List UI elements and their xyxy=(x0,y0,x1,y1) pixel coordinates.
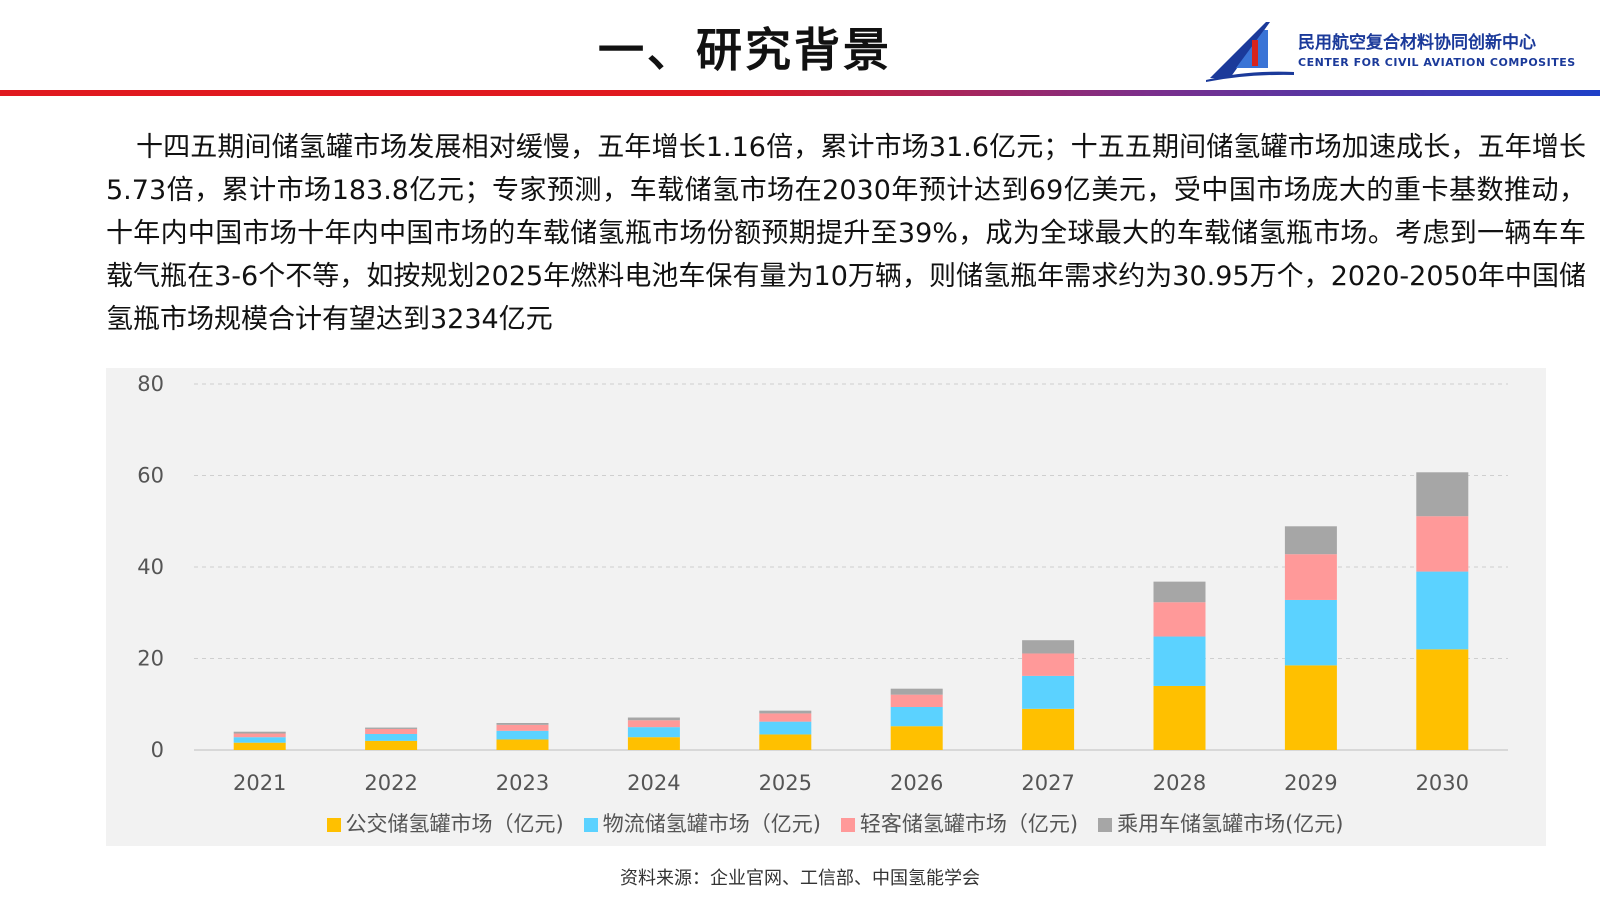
bar-segment-2022-series-1 xyxy=(365,740,418,750)
x-tick-label: 2021 xyxy=(233,771,286,795)
legend-label: 公交储氢罐市场（亿元) xyxy=(345,812,564,836)
bar-segment-2021-series-3 xyxy=(233,733,286,738)
bar-segment-2029-series-2 xyxy=(1284,599,1337,666)
bar-segment-2026-series-1 xyxy=(890,726,943,750)
bar-segment-2023-series-1 xyxy=(496,739,549,750)
bar-segment-2022-series-2 xyxy=(365,733,418,741)
bar-segment-2021-series-2 xyxy=(233,737,286,743)
bar-segment-2021-series-1 xyxy=(233,742,286,750)
bar-segment-2023-series-4 xyxy=(496,723,549,725)
bar-segment-2023-series-3 xyxy=(496,724,549,731)
bar-segment-2026-series-4 xyxy=(890,688,943,695)
bar-segment-2027-series-3 xyxy=(1022,653,1075,676)
bar-segment-2024-series-1 xyxy=(627,737,680,750)
bar-segment-2027-series-4 xyxy=(1022,640,1075,654)
bar-segment-2024-series-4 xyxy=(627,717,680,721)
legend-label: 乘用车储氢罐市场(亿元) xyxy=(1117,812,1344,836)
y-tick-label: 60 xyxy=(137,464,164,488)
x-tick-label: 2026 xyxy=(890,771,943,795)
bar-segment-2029-series-3 xyxy=(1284,554,1337,600)
chart-panel: 0 20 40 60 80 2021 2022 2023 2024 2025 2026 2027 202… xyxy=(106,368,1546,846)
legend-swatch xyxy=(326,818,341,832)
legend-swatch xyxy=(840,818,855,832)
bar-segment-2027-series-1 xyxy=(1022,708,1075,750)
bar-segment-2024-series-3 xyxy=(627,720,680,728)
legend-swatch xyxy=(1098,818,1113,832)
page-title: 一、研究背景 xyxy=(598,23,892,77)
bar-segment-2026-series-2 xyxy=(890,706,943,727)
x-tick-label: 2030 xyxy=(1416,771,1469,795)
x-tick-label: 2022 xyxy=(364,771,417,795)
chart-legend: 公交储氢罐市场（亿元) 物流储氢罐市场（亿元) 轻客储氢罐市场（亿元) 乘用车储氢罐市… xyxy=(200,808,1470,842)
bar-segment-2030-series-3 xyxy=(1416,516,1469,572)
y-tick-label: 20 xyxy=(137,647,164,671)
bar-segment-2027-series-2 xyxy=(1022,675,1075,709)
x-tick-label: 2025 xyxy=(759,771,812,795)
x-tick-label: 2028 xyxy=(1153,771,1206,795)
y-tick-label: 40 xyxy=(137,555,164,579)
bar-segment-2025-series-1 xyxy=(759,734,812,750)
bar-segment-2028-series-2 xyxy=(1153,636,1206,686)
legend-label: 物流储氢罐市场（亿元) xyxy=(602,812,821,836)
header-divider xyxy=(0,90,1600,96)
legend-item: 轻客储氢罐市场（亿元) xyxy=(840,808,1079,838)
bar-segment-2021-series-4 xyxy=(233,731,286,734)
x-tick-label: 2027 xyxy=(1021,771,1074,795)
legend-label: 轻客储氢罐市场（亿元) xyxy=(859,812,1079,836)
bar-segment-2028-series-4 xyxy=(1153,581,1206,603)
x-tick-label: 2024 xyxy=(627,771,680,795)
bar-segment-2025-series-3 xyxy=(759,713,812,722)
logo-emblem-icon xyxy=(1206,22,1294,82)
bar-segment-2025-series-2 xyxy=(759,721,812,735)
bar-segment-2022-series-4 xyxy=(365,727,418,729)
source-note: 资料来源：企业官网、工信部、中国氢能学会 xyxy=(620,868,980,889)
bar-segment-2023-series-2 xyxy=(496,730,549,740)
bar-segment-2025-series-4 xyxy=(759,710,812,714)
x-tick-label: 2023 xyxy=(496,771,549,795)
legend-swatch xyxy=(583,818,598,832)
bar-segment-2030-series-2 xyxy=(1416,571,1469,650)
x-tick-label: 2029 xyxy=(1284,771,1337,795)
legend-item: 乘用车储氢罐市场(亿元) xyxy=(1098,808,1344,838)
bar-segment-2028-series-1 xyxy=(1153,685,1206,750)
bar-segment-2029-series-4 xyxy=(1284,526,1337,555)
logo: 民用航空复合材料协同创新中心 CENTER FOR CIVIL AVIATION… xyxy=(1206,18,1576,82)
bar-segment-2030-series-4 xyxy=(1416,472,1469,517)
bar-segment-2026-series-3 xyxy=(890,694,943,707)
legend-item: 物流储氢罐市场（亿元) xyxy=(583,808,821,838)
bar-segment-2022-series-3 xyxy=(365,728,418,734)
stacked-bar-chart: 0 20 40 60 80 2021 2022 2023 2024 2025 2026 2027 202… xyxy=(137,372,1508,795)
bar-segment-2029-series-1 xyxy=(1284,665,1337,750)
y-tick-label: 0 xyxy=(151,738,164,762)
bar-segment-2028-series-3 xyxy=(1153,602,1206,637)
background-paragraph: 十四五期间储氢罐市场发展相对缓慢，五年增长1.16倍，累计市场31.6亿元；十五… xyxy=(106,132,1586,335)
bar-segment-2030-series-1 xyxy=(1416,649,1469,750)
bar-segment-2024-series-2 xyxy=(627,727,680,738)
logo-chinese-name: 民用航空复合材料协同创新中心 xyxy=(1298,33,1536,53)
logo-english-name: CENTER FOR CIVIL AVIATION COMPOSITES xyxy=(1298,56,1576,69)
y-tick-label: 80 xyxy=(137,372,164,396)
legend-item: 公交储氢罐市场（亿元) xyxy=(326,808,564,838)
